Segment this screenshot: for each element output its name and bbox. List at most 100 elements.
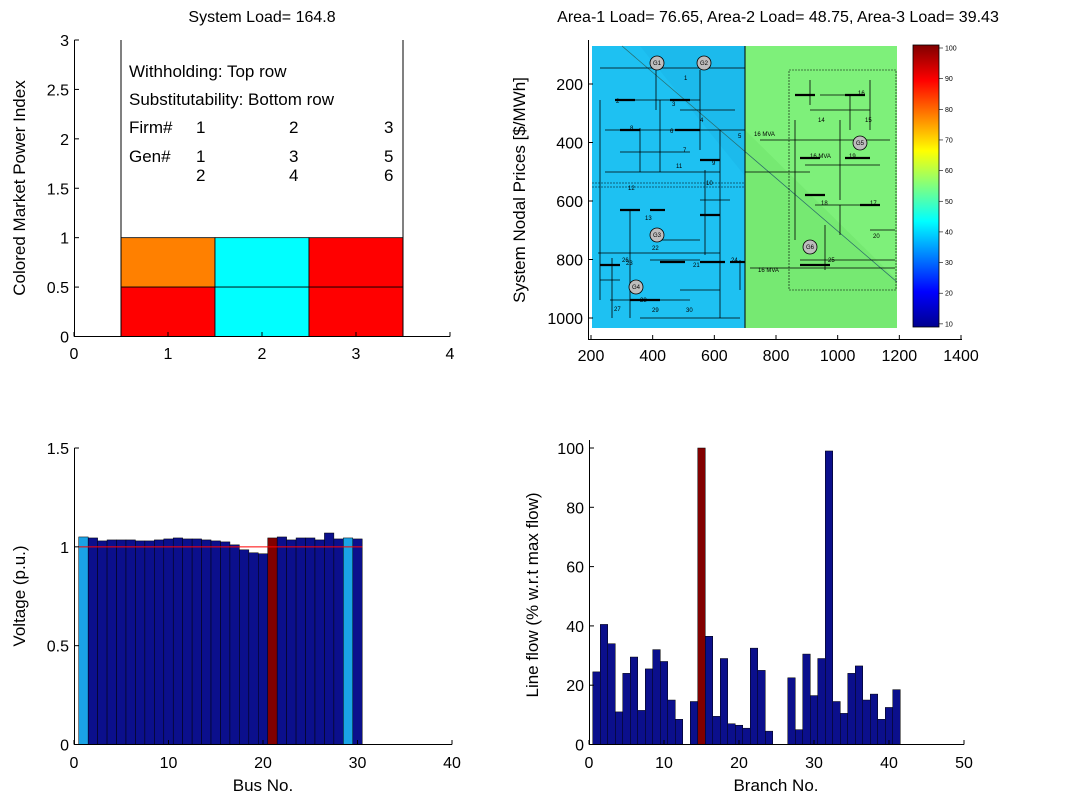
voltage-bar-bus-17	[229, 544, 240, 745]
market-ticks: 0 1 2 3 400.511.522.53	[47, 33, 455, 363]
flow-bar-branch-14	[690, 701, 698, 745]
voltage-bar-bus-9	[154, 539, 165, 745]
nodal-prices-chart: Area-1 Load= 76.65, Area-2 Load= 48.75, …	[510, 9, 999, 365]
colorbar-tick-label: 70	[945, 137, 953, 144]
bus-label: 21	[693, 263, 700, 269]
bus-label: 5	[738, 134, 742, 140]
bus-label: 2	[616, 99, 620, 105]
bus-label: 13	[645, 216, 652, 222]
voltage-ytick-label: 0.5	[47, 639, 69, 656]
market-cell-firm-3-top	[308, 237, 404, 288]
area-diagonal	[621, 45, 898, 283]
line-rating-label: 16 MVA	[754, 132, 775, 138]
flow-xtick-label: 30	[805, 755, 823, 772]
flow-bar-branch-19	[727, 723, 736, 745]
voltage-bar-bus-8	[144, 540, 155, 745]
flow-bar-branch-41	[892, 689, 901, 745]
gen-number-bottom-2: 4	[289, 166, 298, 185]
voltage-bar-bus-14	[201, 539, 212, 745]
voltage-bar-bus-13	[191, 538, 202, 745]
generator-symbol	[696, 55, 712, 71]
generator-symbol	[628, 279, 644, 295]
voltage-bar-bus-25	[305, 537, 316, 745]
market-cell-firm-2-bottom	[214, 286, 310, 337]
voltage-bar-bus-30	[352, 538, 363, 745]
prices-xtick-label: 400	[639, 348, 666, 365]
bus-label: 19	[849, 154, 856, 160]
voltage-xtick-label: 20	[254, 755, 272, 772]
firm-label: Firm#	[129, 118, 173, 137]
voltage-bar-bus-20	[258, 553, 268, 745]
colorbar-tick-label: 80	[945, 107, 953, 114]
prices-ytick-label: 200	[556, 77, 583, 94]
substitutability-note: Substitutability: Bottom row	[129, 90, 335, 109]
flow-bar-branch-38	[870, 693, 878, 745]
voltage-bar-bus-15	[210, 540, 221, 745]
flow-bar-branch-33	[832, 701, 841, 745]
gen-number-bottom-1: 2	[196, 166, 205, 185]
bus-label: 3	[672, 102, 676, 108]
market-ytick-label: 3	[60, 33, 69, 50]
market-xtick-label: 1	[164, 346, 173, 363]
generator-label: G6	[806, 245, 815, 251]
market-ytick-label: 2	[60, 132, 69, 149]
flow-bar-branch-2	[600, 624, 608, 745]
generator-label: G1	[653, 61, 662, 67]
bus-label: 22	[652, 246, 659, 252]
voltage-ytick-label: 1	[60, 540, 69, 557]
bus-label: 20	[873, 234, 880, 240]
flow-ytick-label: 80	[566, 500, 584, 517]
line-rating-label: 16 MVA	[758, 268, 779, 274]
bus-label: 30	[686, 308, 693, 314]
flow-bar-branch-16	[705, 636, 713, 745]
prices-xtick-label: 1000	[820, 348, 856, 365]
generator-symbol	[649, 55, 665, 71]
flow-bar-branch-1	[592, 671, 601, 745]
voltage-bar-bus-10	[163, 538, 174, 745]
market-cells	[120, 40, 404, 337]
firm-number-3: 3	[384, 118, 393, 137]
flow-bar-branch-11	[667, 699, 676, 745]
flow-bar-branch-22	[750, 647, 758, 745]
bus-label: 28	[640, 298, 647, 304]
voltage-bar-bus-21	[267, 537, 278, 745]
prices-ytick-label: 1000	[547, 311, 583, 328]
voltage-bars	[78, 532, 363, 745]
flow-ytick-label: 20	[566, 678, 584, 695]
prices-xtick-label: 800	[763, 348, 790, 365]
market-xtick-label: 0	[70, 346, 79, 363]
gen-number-top-3: 5	[384, 147, 393, 166]
flow-x-label: Branch No.	[733, 776, 818, 795]
market-cell-firm-2-top	[214, 237, 310, 288]
flow-y-label: Line flow (% w.r.t max flow)	[523, 492, 542, 697]
bus-label: 17	[870, 201, 877, 207]
prices-ytick-label: 800	[556, 253, 583, 270]
voltage-ytick-label: 1.5	[47, 441, 69, 458]
generator-label: G2	[700, 61, 709, 67]
flow-bar-branch-32	[825, 450, 833, 745]
area-3-region	[745, 130, 897, 328]
flow-bar-branch-3	[607, 643, 616, 745]
area-boundary-stripe	[640, 46, 745, 176]
firm-number-1: 1	[196, 118, 205, 137]
network-diagram	[598, 67, 895, 319]
line-flow-bars	[592, 447, 901, 745]
flow-ytick-label: 40	[566, 619, 584, 636]
flow-bar-branch-7	[637, 710, 646, 745]
colorbar-tick-label: 40	[945, 229, 953, 236]
colorbar-tick-label: 10	[945, 321, 953, 328]
flow-bar-branch-39	[877, 719, 886, 745]
market-y-label: Colored Market Power Index	[10, 80, 29, 296]
flow-ytick-label: 60	[566, 560, 584, 577]
bus-label: 11	[676, 164, 683, 170]
voltage-bar-bus-3	[97, 540, 108, 745]
bus-label: 25	[828, 258, 835, 264]
colorbar	[912, 44, 940, 328]
voltage-bar-bus-22	[276, 536, 287, 745]
voltage-bar-bus-7	[135, 540, 146, 745]
voltage-bar-bus-2	[87, 537, 98, 745]
colorbar-tick-label: 20	[945, 291, 953, 298]
bus-label: 15	[865, 118, 872, 124]
voltage-bar-bus-26	[314, 539, 325, 745]
